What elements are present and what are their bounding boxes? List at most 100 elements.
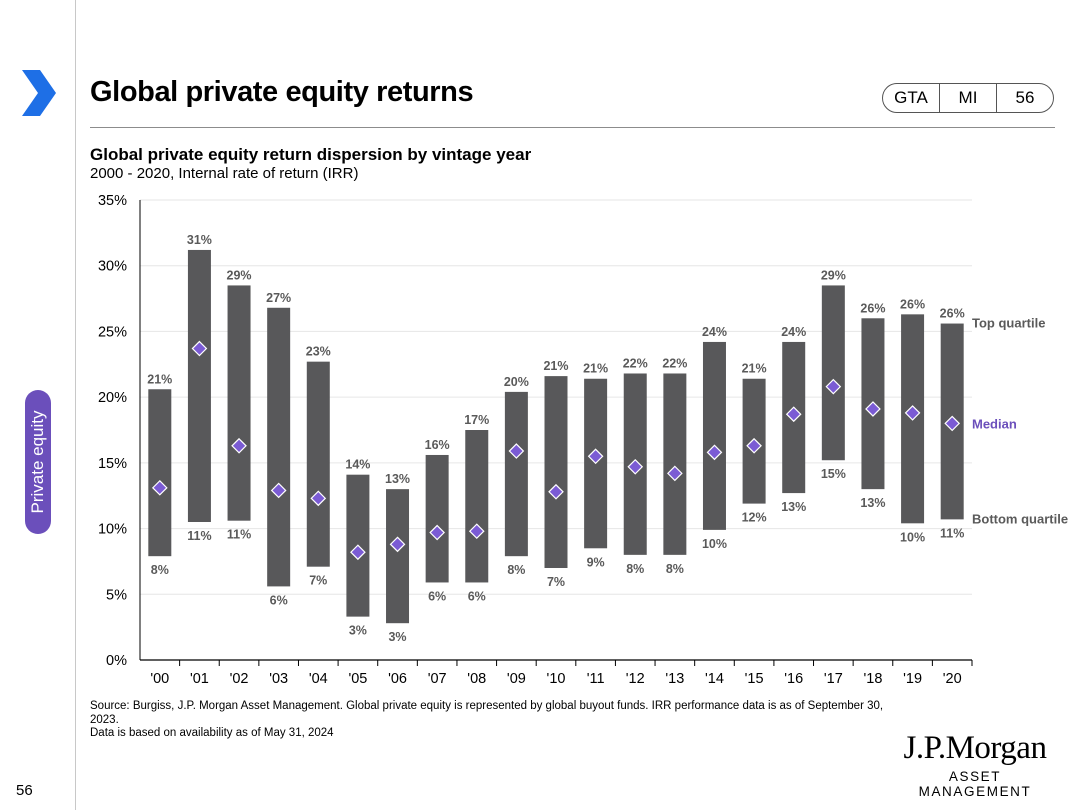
- tag-mi: MI: [939, 84, 996, 112]
- bottom-quartile-label: 6%: [468, 589, 486, 603]
- x-tick-label: '06: [388, 671, 407, 687]
- median-marker: [151, 479, 168, 496]
- x-tick-label: '05: [348, 671, 367, 687]
- y-tick-label: 30%: [98, 259, 127, 275]
- median-marker: [904, 405, 921, 421]
- dispersion-bar: [425, 454, 449, 583]
- bottom-quartile-label: 3%: [349, 624, 367, 638]
- page-number: 56: [16, 782, 33, 799]
- y-tick-label: 15%: [98, 456, 127, 472]
- x-tick-label: '02: [230, 671, 249, 687]
- top-quartile-label: 17%: [464, 413, 489, 427]
- median-marker: [627, 458, 644, 475]
- top-quartile-label: 21%: [742, 362, 767, 376]
- x-tick-label: '14: [705, 671, 724, 687]
- median-marker: [865, 401, 881, 417]
- dispersion-bar: [544, 376, 568, 568]
- top-quartile-label: 16%: [425, 438, 450, 452]
- bottom-quartile-label: 10%: [900, 530, 925, 544]
- top-quartile-label: 21%: [543, 359, 568, 373]
- x-tick-label: '04: [309, 671, 328, 687]
- top-quartile-label: 26%: [940, 307, 965, 321]
- dispersion-chart: 0% 5% 10% 15% 20% 25% 30% 35% 21% 8% '00 31% 11% '01 2…: [98, 193, 1068, 687]
- median-marker: [191, 340, 208, 357]
- top-quartile-label: 29%: [227, 268, 252, 282]
- chart-title: Global private equity return dispersion …: [90, 145, 532, 164]
- dispersion-bar: [267, 307, 291, 587]
- top-quartile-label: 24%: [781, 325, 806, 339]
- jpmorgan-logo: J.P.Morgan ASSET MANAGEMENT: [890, 730, 1060, 799]
- dispersion-bar: [663, 373, 687, 555]
- logo-name: J.P.Morgan: [903, 730, 1047, 766]
- x-tick-label: '18: [863, 671, 882, 687]
- y-tick-label: 25%: [98, 324, 127, 340]
- median-marker: [746, 437, 762, 454]
- chevron-right-icon: [22, 70, 56, 116]
- top-quartile-label: 23%: [306, 345, 331, 359]
- bottom-quartile-label: 12%: [742, 511, 767, 525]
- x-tick-label: '16: [784, 671, 803, 687]
- legend-bottom-quartile: Bottom quartile: [972, 511, 1068, 526]
- median-marker: [389, 536, 406, 553]
- bottom-quartile-label: 11%: [187, 529, 211, 543]
- top-quartile-label: 26%: [860, 301, 885, 315]
- median-marker: [429, 524, 445, 541]
- top-quartile-label: 13%: [385, 472, 410, 486]
- y-tick-label: 35%: [98, 193, 127, 209]
- x-tick-label: '01: [190, 671, 209, 687]
- median-marker: [785, 406, 802, 423]
- dispersion-bar: [702, 341, 726, 530]
- bottom-quartile-label: 6%: [428, 589, 446, 603]
- top-quartile-label: 20%: [504, 375, 529, 389]
- median-marker: [548, 483, 564, 500]
- median-marker: [667, 465, 683, 482]
- median-marker: [825, 378, 842, 395]
- x-tick-label: '08: [467, 671, 486, 687]
- logo-subtitle: ASSET MANAGEMENT: [918, 769, 1032, 799]
- bottom-quartile-label: 15%: [821, 467, 846, 481]
- top-quartile-label: 22%: [623, 356, 648, 370]
- y-tick-label: 20%: [98, 390, 127, 406]
- bottom-quartile-label: 10%: [702, 537, 727, 551]
- dispersion-bar: [821, 285, 845, 461]
- tag-pill: GTA MI 56: [882, 83, 1054, 113]
- dispersion-bar: [504, 391, 528, 557]
- x-tick-label: '07: [428, 671, 447, 687]
- bottom-quartile-label: 11%: [940, 526, 964, 540]
- section-tab[interactable]: Private equity: [25, 390, 51, 534]
- x-tick-label: '00: [150, 671, 169, 687]
- bottom-quartile-label: 11%: [227, 528, 251, 542]
- top-quartile-label: 21%: [147, 372, 172, 386]
- dispersion-bar: [227, 285, 251, 521]
- top-quartile-label: 22%: [662, 356, 687, 370]
- x-tick-label: '11: [587, 671, 605, 687]
- median-marker: [310, 490, 327, 507]
- top-quartile-label: 21%: [583, 362, 608, 376]
- top-quartile-label: 14%: [345, 458, 370, 472]
- bottom-quartile-label: 8%: [666, 562, 684, 576]
- bottom-quartile-label: 7%: [309, 574, 327, 588]
- x-tick-label: '10: [547, 671, 566, 687]
- bottom-quartile-label: 9%: [587, 555, 605, 569]
- top-quartile-label: 31%: [187, 233, 212, 247]
- source-note: Source: Burgiss, J.P. Morgan Asset Manag…: [90, 700, 884, 726]
- y-tick-label: 5%: [106, 587, 127, 603]
- footnote: Source: Burgiss, J.P. Morgan Asset Manag…: [90, 700, 910, 741]
- median-marker: [270, 482, 287, 499]
- median-marker: [231, 437, 247, 454]
- median-marker: [706, 444, 723, 461]
- legend-median: Median: [972, 416, 1017, 431]
- x-tick-label: '15: [745, 671, 764, 687]
- median-marker: [468, 523, 485, 540]
- median-marker: [587, 448, 604, 465]
- availability-note: Data is based on availability as of May …: [90, 727, 334, 739]
- bottom-quartile-label: 7%: [547, 575, 565, 589]
- dispersion-bar: [386, 489, 410, 624]
- top-quartile-label: 24%: [702, 325, 727, 339]
- dispersion-bar: [187, 249, 211, 522]
- y-tick-label: 0%: [106, 653, 127, 669]
- top-quartile-label: 27%: [266, 291, 291, 305]
- dispersion-bar: [465, 430, 489, 583]
- dispersion-bar: [306, 361, 330, 567]
- x-tick-label: '03: [269, 671, 288, 687]
